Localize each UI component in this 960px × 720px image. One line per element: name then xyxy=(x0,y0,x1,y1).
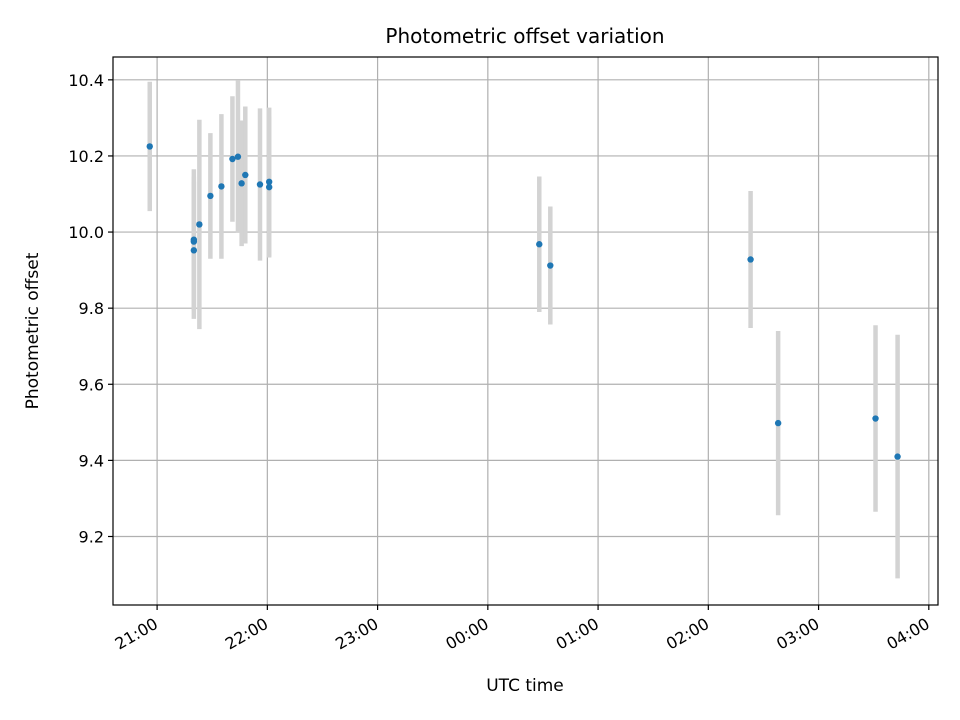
data-point xyxy=(146,143,153,150)
data-point xyxy=(265,178,273,186)
data-point xyxy=(894,453,901,460)
data-point xyxy=(547,262,554,269)
data-point xyxy=(234,153,242,160)
data-point xyxy=(238,180,245,187)
y-tick-label: 9.8 xyxy=(79,299,104,318)
data-point xyxy=(872,415,879,422)
grid xyxy=(113,57,938,605)
data-points xyxy=(146,143,901,460)
data-point xyxy=(190,238,198,245)
x-axis-label: UTC time xyxy=(486,676,564,696)
y-tick-label: 9.4 xyxy=(79,451,104,470)
data-point xyxy=(774,419,782,427)
data-point xyxy=(242,171,249,179)
data-point xyxy=(218,183,225,190)
data-point xyxy=(190,247,198,254)
data-point xyxy=(256,181,264,188)
y-tick-label: 10.2 xyxy=(68,147,104,166)
data-point xyxy=(207,192,214,200)
y-axis-label: Photometric offset xyxy=(23,252,43,409)
data-point xyxy=(747,256,754,263)
y-tick-label: 10.0 xyxy=(68,223,104,242)
data-point xyxy=(229,155,236,163)
y-tick-label: 9.6 xyxy=(79,375,104,394)
data-point xyxy=(536,241,543,248)
plot-frame xyxy=(112,56,939,606)
chart-title: Photometric offset variation xyxy=(385,24,664,48)
y-axis-ticks: 9.2 9.4 9.6 9.8 10.0 10.2 10.4 xyxy=(68,71,113,547)
data-point xyxy=(196,221,203,228)
y-tick-label: 10.4 xyxy=(68,71,104,90)
y-tick-label: 9.2 xyxy=(79,528,104,547)
data-point xyxy=(265,183,273,191)
